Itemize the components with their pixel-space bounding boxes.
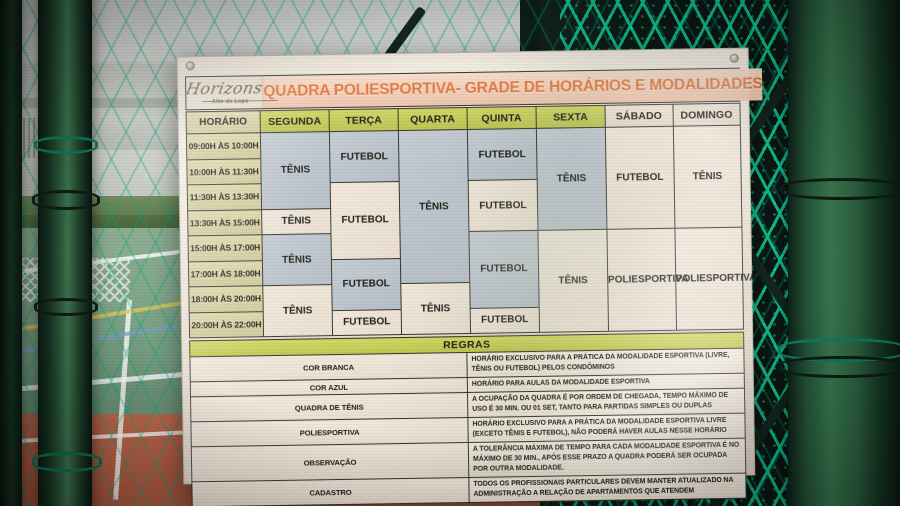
activity-cell-terca: FUTEBOL xyxy=(329,130,400,183)
activity-cell-quinta: FUTEBOL xyxy=(468,230,539,308)
schedule-table: HORÁRIO SEGUNDA TERÇA QUARTA QUINTA SEXT… xyxy=(186,103,756,339)
activity-cell-terca: FUTEBOL xyxy=(330,181,401,260)
wire-tie xyxy=(780,178,900,200)
activity-cell-segunda: TÊNIS xyxy=(261,233,332,286)
activity-cell-sexta: TÊNIS xyxy=(537,229,609,333)
column-header-quinta: QUINTA xyxy=(466,106,537,130)
board-title-band: QUADRA POLIESPORTIVA- GRADE DE HORÁRIOS … xyxy=(263,68,763,109)
time-slot-cell: 09:00H ÀS 10:00H xyxy=(186,132,261,160)
time-slot-cell: 11:30H ÀS 13:30H xyxy=(187,183,262,211)
activity-cell-segunda: TÊNIS xyxy=(262,284,333,337)
column-header-terca: TERÇA xyxy=(328,108,399,132)
activity-cell-sexta: TÊNIS xyxy=(536,127,607,231)
schedule-body: 09:00H ÀS 10:00H TÊNIS FUTEBOL TÊNIS FUTEBOL… xyxy=(186,125,756,338)
time-slot-cell: 18:00H ÀS 20:00H xyxy=(188,285,264,313)
rules-body: COR BRANCA HORÁRIO EXCLUSIVO PARA A PRÁTI… xyxy=(189,348,747,506)
page-title: QUADRA POLIESPORTIVA- GRADE DE HORÁRIOS … xyxy=(263,75,763,101)
column-header-domingo: DOMINGO xyxy=(672,103,741,127)
wire-tie xyxy=(778,356,900,378)
time-slot-cell: 17:00H ÀS 18:00H xyxy=(188,260,263,287)
activity-cell-quinta: FUTEBOL xyxy=(467,128,537,181)
wire-tie xyxy=(34,298,98,316)
rules-table: REGRAS COR BRANCA HORÁRIO EXCLUSIVO PARA … xyxy=(189,332,747,506)
rule-description: TODOS OS PROFISSIONAIS PARTICULARES DEVE… xyxy=(468,473,747,503)
mounting-screw-icon xyxy=(185,61,195,71)
activity-cell-domingo: POLIESPORTIVA xyxy=(674,227,756,331)
activity-cell-sabado: POLIESPORTIVA xyxy=(606,228,689,332)
wire-tie xyxy=(34,136,98,154)
column-header-sexta: SEXTA xyxy=(535,105,606,129)
column-header-horario: HORÁRIO xyxy=(186,110,261,134)
fence-post-left xyxy=(38,0,92,506)
activity-cell-terca: FUTEBOL xyxy=(331,258,402,311)
activity-cell-segunda: TÊNIS xyxy=(261,208,331,235)
column-header-segunda: SEGUNDA xyxy=(260,109,330,133)
fence-post-far-left xyxy=(0,0,22,506)
activity-cell-terca: FUTEBOL xyxy=(332,309,402,336)
time-slot-cell: 20:00H ÀS 22:00H xyxy=(189,311,264,338)
brand-logo-name: Horizons xyxy=(184,78,265,99)
activity-cell-domingo: TÊNIS xyxy=(672,125,742,229)
activity-cell-quarta: TÊNIS xyxy=(398,129,470,284)
mounting-screw-icon xyxy=(729,53,739,63)
activity-cell-segunda: TÊNIS xyxy=(260,131,331,210)
activity-cell-quinta: FUTEBOL xyxy=(470,306,540,334)
activity-cell-quarta: TÊNIS xyxy=(400,282,471,335)
time-slot-cell: 15:00H ÀS 17:00H xyxy=(187,234,263,262)
schedule-sign-board: Horizons Alto da Lapa QUADRA POLIESPORTI… xyxy=(176,47,763,506)
rule-label: OBSERVAÇÃO xyxy=(191,442,469,482)
rule-label: CADASTRO xyxy=(191,477,470,506)
activity-cell-quinta: FUTEBOL xyxy=(468,179,538,232)
activity-cell-sabado: FUTEBOL xyxy=(605,126,675,230)
brand-logo: Horizons Alto da Lapa xyxy=(184,76,265,110)
column-header-quarta: QUARTA xyxy=(397,107,468,131)
fence-post-right xyxy=(788,0,900,506)
wire-tie xyxy=(32,190,100,210)
time-slot-cell: 13:30H ÀS 15:00H xyxy=(187,209,262,236)
time-slot-cell: 10:00H ÀS 11:30H xyxy=(186,158,262,185)
column-header-sabado: SÁBADO xyxy=(604,104,673,128)
wire-tie xyxy=(32,452,102,472)
rule-description: A TOLERÂNCIA MÁXIMA DE TEMPO PARA CADA M… xyxy=(468,438,746,478)
